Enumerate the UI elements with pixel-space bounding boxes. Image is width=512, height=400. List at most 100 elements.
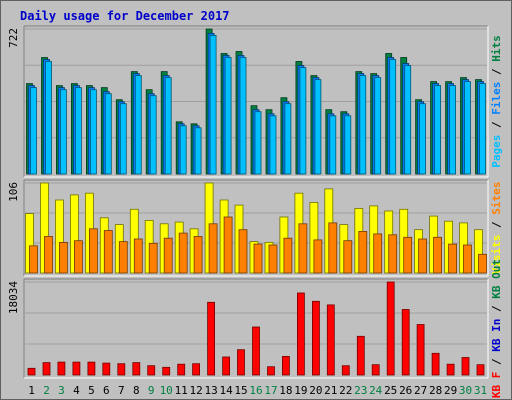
legend-part: / xyxy=(490,115,503,135)
bar-pages-17 xyxy=(269,115,277,175)
bar-pages-20 xyxy=(314,79,322,175)
legend-part: Pages xyxy=(490,135,503,168)
series-legend-label: KB F / KB In / KB Out xyxy=(490,259,503,398)
bar-kb-f-28 xyxy=(431,352,440,376)
x-tick-label-23: 23 xyxy=(354,384,367,397)
panel-bottom: 18034 KB F / KB In / KB Out xyxy=(7,259,503,398)
x-tick-label-21: 21 xyxy=(324,384,337,397)
bar-kb-f-11 xyxy=(177,363,186,376)
bar-sites-27 xyxy=(418,238,428,274)
x-tick-label-27: 27 xyxy=(414,384,427,397)
x-tick-label-13: 13 xyxy=(204,384,217,397)
bar-pages-31 xyxy=(479,83,486,175)
bar-sites-8 xyxy=(133,238,143,274)
x-tick-label-15: 15 xyxy=(234,384,247,397)
bar-kb-f-17 xyxy=(267,366,275,376)
x-tick-label-22: 22 xyxy=(339,384,352,397)
x-tick-label-3: 3 xyxy=(58,384,65,397)
legend-part: KB In xyxy=(490,319,503,352)
chart-title: Daily usage for December 2017 xyxy=(20,9,230,23)
bar-kb-f-9 xyxy=(147,365,156,376)
bar-kb-f-2 xyxy=(42,362,51,376)
legend-part: / xyxy=(490,299,503,319)
bar-sites-1 xyxy=(29,245,38,274)
bar-kb-f-27 xyxy=(416,324,425,376)
bar-pages-7 xyxy=(119,103,127,175)
bar-kb-f-16 xyxy=(252,326,260,376)
bar-kb-f-5 xyxy=(87,361,96,376)
legend-part: / xyxy=(490,62,503,82)
bar-sites-11 xyxy=(178,232,188,274)
bar-sites-30 xyxy=(463,244,472,274)
bar-kb-f-25 xyxy=(386,281,395,376)
bar-sites-16 xyxy=(253,243,263,274)
bar-pages-16 xyxy=(254,111,262,175)
bar-pages-22 xyxy=(344,115,352,175)
bar-kb-f-31 xyxy=(476,364,485,376)
y-max-label: 722 xyxy=(7,28,20,48)
x-tick-label-7: 7 xyxy=(118,384,125,397)
bar-kb-f-23 xyxy=(356,335,365,376)
bar-pages-12 xyxy=(194,127,202,175)
x-tick-label-18: 18 xyxy=(279,384,292,397)
bar-sites-29 xyxy=(448,243,458,274)
bar-pages-28 xyxy=(434,85,442,175)
bar-sites-19 xyxy=(298,223,308,274)
bar-pages-24 xyxy=(374,77,382,175)
bar-sites-2 xyxy=(44,236,53,274)
x-tick-label-26: 26 xyxy=(399,384,412,397)
panel-top: 722 Pages / Files / Hits xyxy=(7,25,503,178)
bar-pages-5 xyxy=(90,89,97,175)
x-tick-label-16: 16 xyxy=(249,384,262,397)
bar-sites-21 xyxy=(328,222,338,274)
bar-sites-22 xyxy=(343,240,353,274)
series-legend-label: Pages / Files / Hits xyxy=(490,35,503,168)
x-tick-label-6: 6 xyxy=(103,384,110,397)
bar-kb-f-15 xyxy=(237,349,245,376)
bar-sites-3 xyxy=(59,241,68,274)
bar-kb-f-18 xyxy=(281,355,290,376)
y-max-label: 106 xyxy=(7,182,20,202)
bar-pages-4 xyxy=(75,87,82,175)
bar-sites-6 xyxy=(103,230,113,274)
bar-kb-f-8 xyxy=(132,362,141,376)
legend-part: Visits xyxy=(490,235,503,275)
bar-kb-f-7 xyxy=(117,363,126,376)
bar-pages-27 xyxy=(419,103,427,175)
legend-part: / xyxy=(490,352,503,372)
bar-pages-23 xyxy=(359,75,367,175)
bar-kb-f-30 xyxy=(461,357,470,376)
bar-kb-f-29 xyxy=(446,363,455,376)
x-tick-label-5: 5 xyxy=(88,384,95,397)
x-tick-label-9: 9 xyxy=(148,384,155,397)
bar-pages-6 xyxy=(104,93,112,175)
bar-pages-9 xyxy=(149,95,157,175)
legend-part: Files xyxy=(490,82,503,115)
bar-pages-26 xyxy=(404,65,412,175)
bar-sites-28 xyxy=(433,236,443,274)
x-tick-label-29: 29 xyxy=(444,384,457,397)
bar-sites-24 xyxy=(373,233,383,274)
bar-kb-f-3 xyxy=(57,361,66,376)
x-axis-labels: 1 2 3 4 5 6 7 8 9 10 11 12 13 14 15 16 17 18 19 20 21 22 23 24 2… xyxy=(28,384,487,397)
legend-part: KB Out xyxy=(490,259,503,299)
bar-kb-f-1 xyxy=(27,367,36,376)
bar-sites-17 xyxy=(268,244,278,274)
x-tick-label-28: 28 xyxy=(429,384,442,397)
x-tick-label-8: 8 xyxy=(133,384,140,397)
x-tick-label-1: 1 xyxy=(28,384,35,397)
bar-pages-25 xyxy=(389,59,397,175)
bar-sites-13 xyxy=(208,223,218,274)
bar-kb-f-14 xyxy=(222,356,231,376)
x-tick-label-11: 11 xyxy=(175,384,188,397)
bar-kb-f-10 xyxy=(162,366,171,376)
x-tick-label-2: 2 xyxy=(43,384,50,397)
bar-kb-f-22 xyxy=(341,365,350,376)
bar-sites-9 xyxy=(148,242,158,274)
panel-middle: 106 Visits / Sites xyxy=(7,179,503,277)
x-tick-label-30: 30 xyxy=(459,384,472,397)
bar-kb-f-21 xyxy=(326,304,335,376)
bar-sites-15 xyxy=(238,229,248,274)
bar-pages-21 xyxy=(329,115,337,175)
legend-part: KB F xyxy=(490,372,503,399)
